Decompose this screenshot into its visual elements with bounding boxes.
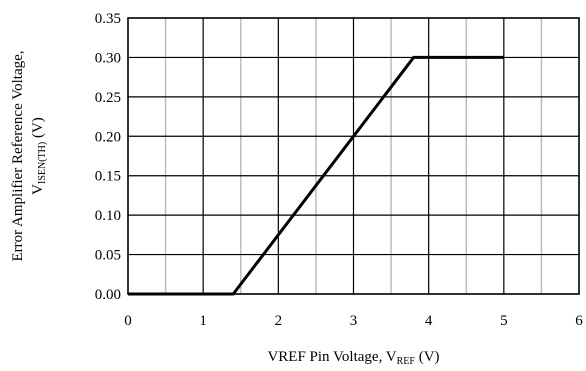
x-axis-title-subscript: REF (397, 356, 416, 367)
y-axis-title-subscript: ISEN(TH) (37, 142, 48, 184)
x-tick-label: 2 (275, 313, 283, 329)
y-tick-label: 0.20 (95, 129, 121, 145)
y-axis-title: Error Amplifier Reference Voltage, VISEN… (10, 50, 48, 261)
x-axis-title-unit: (V) (415, 349, 440, 365)
y-axis-ticks: 0.00 0.05 0.10 0.15 0.20 0.25 0.30 0.35 (95, 11, 121, 303)
y-tick-label: 0.05 (95, 248, 121, 264)
y-tick-label: 0.25 (95, 90, 121, 106)
y-tick-label: 0.00 (95, 287, 121, 303)
y-axis-title-line-2: VISEN(TH) (V) (30, 117, 48, 195)
y-tick-label: 0.10 (95, 208, 121, 224)
x-axis-ticks: 0 1 2 3 4 5 6 (124, 313, 583, 329)
x-tick-label: 5 (500, 313, 508, 329)
x-tick-label: 3 (350, 313, 358, 329)
y-axis-title-line-1: Error Amplifier Reference Voltage, (10, 50, 26, 261)
x-tick-label: 1 (199, 313, 207, 329)
x-axis-title-main: VREF Pin Voltage, V (267, 349, 396, 365)
y-tick-label: 0.15 (95, 169, 121, 185)
y-tick-label: 0.30 (95, 50, 121, 66)
x-tick-label: 0 (124, 313, 132, 329)
x-axis-title: VREF Pin Voltage, VREF (V) (267, 349, 439, 367)
x-tick-label: 6 (575, 313, 583, 329)
plot-frame (127, 17, 580, 295)
grid (127, 17, 580, 295)
x-tick-label: 4 (425, 313, 433, 329)
y-tick-label: 0.35 (95, 11, 121, 27)
y-axis-title-main: V (30, 184, 46, 195)
y-axis-title-unit: (V) (30, 117, 46, 142)
